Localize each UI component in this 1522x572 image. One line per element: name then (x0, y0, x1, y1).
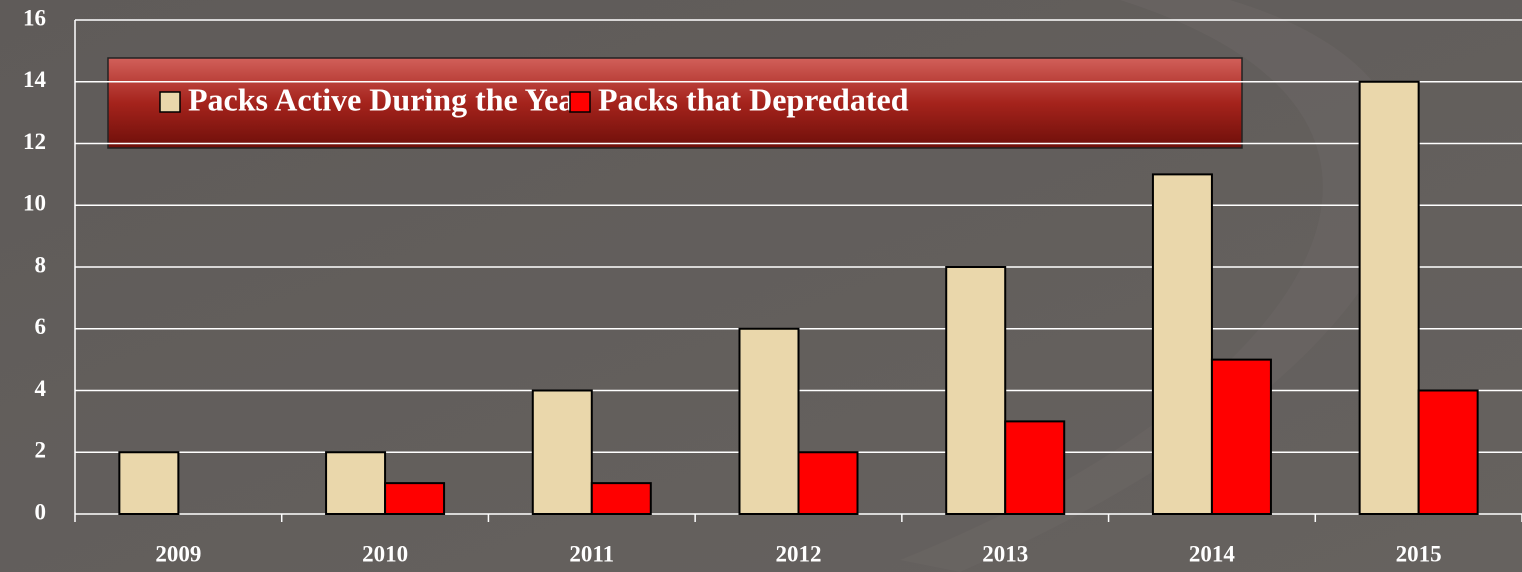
x-tick-label: 2011 (569, 541, 614, 566)
legend-label: Packs Active During the Year (188, 81, 589, 117)
y-tick-label: 4 (35, 376, 47, 401)
bar (1417, 389, 1479, 515)
x-tick-label: 2015 (1396, 541, 1442, 566)
bar (945, 266, 1007, 515)
bar (1210, 358, 1272, 515)
y-tick-label: 10 (23, 191, 46, 216)
bar (590, 482, 652, 515)
bar (118, 451, 180, 515)
x-tick-label: 2013 (982, 541, 1028, 566)
bar (738, 327, 800, 515)
bar (1358, 80, 1420, 515)
x-tick-label: 2010 (362, 541, 408, 566)
legend-box (107, 57, 1243, 149)
x-tick-label: 2012 (776, 541, 822, 566)
legend-swatch (569, 91, 591, 113)
y-tick-label: 6 (35, 314, 47, 339)
y-tick-label: 0 (35, 499, 47, 524)
x-tick-label: 2009 (155, 541, 201, 566)
bar (797, 451, 859, 515)
y-tick-label: 8 (35, 252, 47, 277)
y-tick-label: 2 (35, 438, 47, 463)
legend-label: Packs that Depredated (598, 81, 909, 117)
bar (1004, 420, 1066, 515)
y-tick-label: 14 (23, 67, 47, 92)
y-tick-label: 16 (23, 5, 46, 30)
bar (1151, 173, 1213, 515)
legend-swatch (159, 91, 181, 113)
x-tick-label: 2014 (1189, 541, 1236, 566)
bar (531, 389, 593, 515)
bar (325, 451, 387, 515)
y-tick-label: 12 (23, 129, 46, 154)
bar (384, 482, 446, 515)
